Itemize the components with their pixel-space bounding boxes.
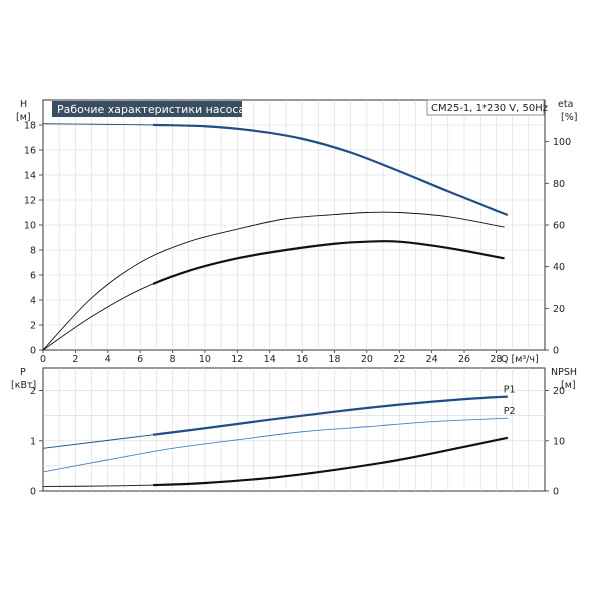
x-tick-label-q: 12 bbox=[231, 354, 243, 365]
x-axis-label-q: Q [м³/ч] bbox=[501, 354, 539, 365]
right-tick-label-eta: 100 bbox=[553, 137, 571, 148]
bottom-grid bbox=[43, 368, 545, 491]
right-tick-label-npsh: 0 bbox=[553, 487, 559, 498]
bottom-series: P1 P2 bbox=[42, 385, 516, 487]
series-line-h-operating bbox=[153, 123, 509, 217]
left-tick-label-h: 2 bbox=[30, 321, 36, 332]
x-tick-label-q: 16 bbox=[296, 354, 308, 365]
right-tick-label-eta: 60 bbox=[553, 221, 565, 232]
right-axis-unit-eta: [%] bbox=[561, 112, 577, 123]
series-line-npsh-operating bbox=[153, 436, 508, 487]
right-axis-unit-npsh: [м] bbox=[561, 380, 576, 391]
series-label-p1: P1 bbox=[504, 385, 516, 396]
model-label-box: CM25-1, 1*230 V, 50Hz bbox=[426, 99, 548, 116]
x-tick-label-q: 8 bbox=[170, 354, 176, 365]
right-tick-label-eta: 40 bbox=[553, 262, 565, 273]
left-tick-label-h: 6 bbox=[30, 271, 36, 282]
right-tick-label-eta: 20 bbox=[553, 304, 565, 315]
series-line-eta1-operating bbox=[153, 240, 505, 286]
x-tick-label-q: 4 bbox=[105, 354, 111, 365]
x-tick-label-q: 6 bbox=[137, 354, 143, 365]
x-tick-label-q: 10 bbox=[199, 354, 211, 365]
left-tick-label-p: 2 bbox=[30, 386, 36, 397]
right-tick-label-npsh: 20 bbox=[553, 386, 565, 397]
left-axis-label-p: P bbox=[20, 367, 26, 378]
series-line-p2 bbox=[42, 417, 508, 473]
x-tick-label-q: 26 bbox=[458, 354, 470, 365]
left-axis-unit-h: [м] bbox=[16, 112, 31, 123]
top-grid bbox=[43, 100, 545, 350]
left-tick-label-p: 1 bbox=[30, 436, 36, 447]
model-label: CM25-1, 1*230 V, 50Hz bbox=[431, 103, 548, 114]
left-tick-label-h: 14 bbox=[24, 171, 36, 182]
right-tick-label-eta: 0 bbox=[553, 346, 559, 357]
chart-title-box: Рабочие характеристики насоса bbox=[52, 101, 245, 117]
x-tick-label-q: 0 bbox=[40, 354, 46, 365]
x-tick-label-q: 2 bbox=[72, 354, 78, 365]
left-tick-label-p: 0 bbox=[30, 487, 36, 498]
left-tick-label-h: 4 bbox=[30, 296, 36, 307]
left-tick-label-h: 10 bbox=[24, 221, 36, 232]
top-series bbox=[42, 123, 509, 351]
right-tick-label-eta: 80 bbox=[553, 179, 565, 190]
x-tick-label-q: 20 bbox=[361, 354, 373, 365]
left-tick-label-h: 0 bbox=[30, 346, 36, 357]
right-axis-label-npsh: NPSH bbox=[551, 367, 577, 378]
series-line-eta2 bbox=[42, 211, 505, 351]
left-tick-label-h: 18 bbox=[24, 121, 36, 132]
x-tick-label-q: 22 bbox=[393, 354, 405, 365]
left-tick-label-h: 12 bbox=[24, 196, 36, 207]
series-label-p2: P2 bbox=[504, 406, 516, 417]
x-tick-label-q: 14 bbox=[264, 354, 276, 365]
series-line-p1-operating bbox=[153, 395, 508, 436]
left-axis-unit-p: [кВт] bbox=[11, 380, 36, 391]
x-tick-label-q: 18 bbox=[328, 354, 340, 365]
bottom-plot-area bbox=[42, 367, 546, 492]
right-tick-label-npsh: 10 bbox=[553, 436, 565, 447]
right-axis-label-eta: eta bbox=[558, 99, 573, 110]
left-axis-label-h: H bbox=[20, 99, 27, 110]
left-tick-label-h: 16 bbox=[24, 146, 36, 157]
left-tick-label-h: 8 bbox=[30, 246, 36, 257]
chart-title: Рабочие характеристики насоса bbox=[57, 103, 245, 116]
x-tick-label-q: 28 bbox=[490, 354, 502, 365]
x-tick-label-q: 24 bbox=[426, 354, 438, 365]
